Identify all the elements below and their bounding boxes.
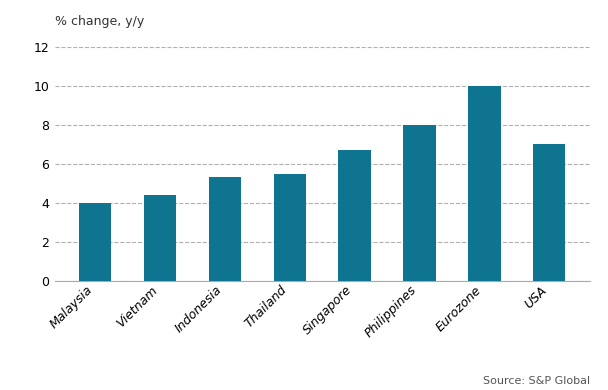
Bar (274, 174, 306, 281)
Bar (403, 125, 436, 281)
Bar (468, 86, 500, 281)
Bar (79, 203, 111, 281)
Bar (144, 195, 176, 281)
Bar (533, 144, 565, 281)
Bar (339, 150, 371, 281)
Text: % change, y/y: % change, y/y (55, 15, 144, 28)
Text: Source: S&P Global: Source: S&P Global (483, 376, 590, 386)
Bar (209, 177, 241, 281)
